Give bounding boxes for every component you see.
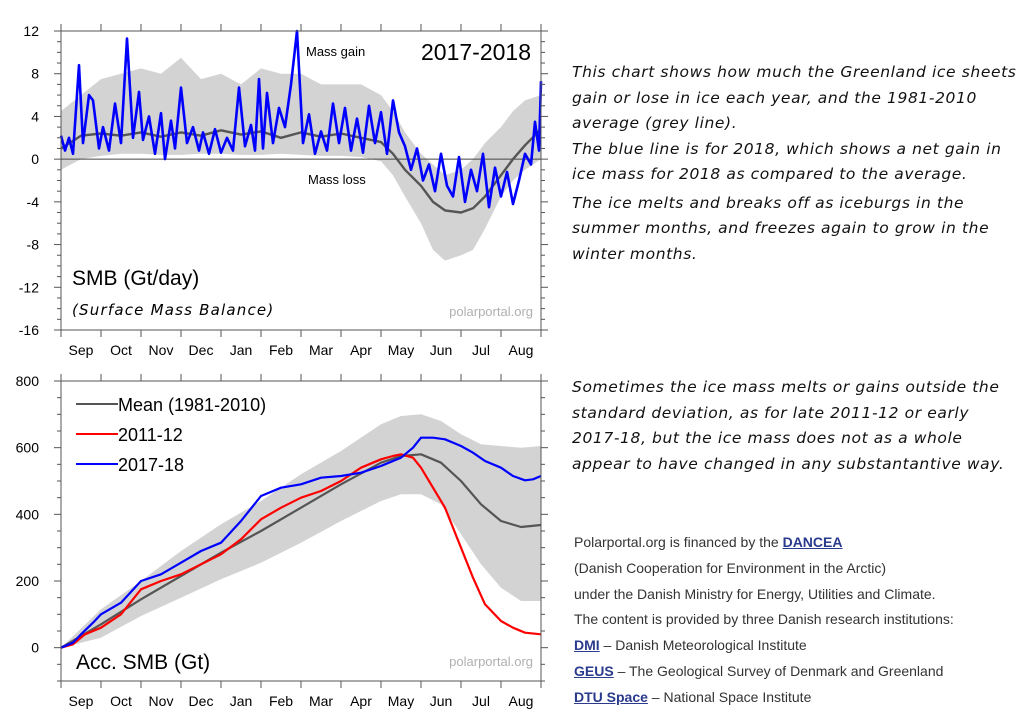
top-series-lines: [59, 29, 543, 214]
geus-link[interactable]: GEUS: [574, 662, 614, 679]
dtu-space-link[interactable]: DTU Space: [574, 688, 648, 705]
credits-line: The content is provided by three Danish …: [574, 611, 954, 628]
x-tick-label: Oct: [110, 342, 132, 358]
description-paragraph: The ice melts and breaks off as iceburgs…: [572, 193, 990, 263]
y-tick-label: 200: [16, 573, 40, 589]
institution-dmi: DMI – Danish Meteorological Institute: [574, 633, 1022, 659]
x-tick-label: Feb: [269, 693, 293, 709]
x-tick-label: Oct: [110, 693, 132, 709]
description-paragraph: The blue line is for 2018, which shows a…: [572, 139, 1002, 184]
chart-title: 2017-2018: [421, 39, 531, 65]
std-band-area: [61, 414, 541, 648]
y-tick-label: -8: [27, 237, 40, 253]
x-tick-label: Jul: [472, 693, 490, 709]
credits: Polarportal.org is financed by the DANCE…: [574, 530, 1022, 711]
x-tick-label: Jun: [430, 693, 453, 709]
x-tick-label: Jul: [472, 342, 490, 358]
axis-ticks: [54, 24, 548, 337]
description-paragraph: This chart shows how much the Greenland …: [572, 63, 1017, 132]
axis-ticks: [54, 374, 548, 688]
smb-daily-chart: 12 8 4 0 -4 -8 -12 -16 Sep Oct Nov Dec Jan Feb Mar Apr…: [19, 23, 548, 358]
legend-label-2017-18: 2017-18: [118, 455, 184, 475]
series-line-2017-18: [60, 436, 542, 649]
y-tick-label: 0: [31, 640, 39, 656]
x-tick-labels: Sep Oct Nov Dec Jan Feb Mar Apr May Jun Jul Aug: [69, 342, 534, 358]
x-tick-label: Aug: [509, 342, 534, 358]
y-tick-label: 0: [31, 151, 39, 167]
institution-geus: GEUS – The Geological Survey of Denmark …: [574, 659, 1022, 685]
y-axis-title: Acc. SMB (Gt): [76, 651, 210, 674]
x-tick-label: Jan: [230, 693, 253, 709]
bottom-description: Sometimes the ice mass melts or gains ou…: [572, 375, 1022, 477]
mass-gain-label: Mass gain: [306, 44, 365, 59]
y-tick-labels: 12 8 4 0 -4 -8 -12 -16: [19, 23, 39, 338]
y-tick-label: -4: [27, 194, 40, 210]
institution-text: – The Geological Survey of Denmark and G…: [613, 662, 944, 679]
y-axis-title: SMB (Gt/day): [72, 267, 199, 290]
y-tick-labels: 800 600 400 200 0: [16, 373, 40, 656]
x-tick-label: Dec: [189, 342, 214, 358]
credits-line: (Danish Cooperation for Environment in t…: [574, 559, 887, 576]
y-tick-label: 400: [16, 506, 40, 522]
x-tick-label: Jan: [230, 342, 253, 358]
dancea-link[interactable]: DANCEA: [782, 534, 843, 550]
x-tick-label: Mar: [309, 342, 333, 358]
credits-line: Polarportal.org is financed by the DANCE…: [574, 530, 1022, 556]
x-tick-label: Aug: [509, 693, 534, 709]
x-tick-label: Feb: [269, 342, 293, 358]
description-paragraph: Sometimes the ice mass melts or gains ou…: [572, 378, 1005, 473]
dmi-link[interactable]: DMI: [574, 637, 600, 654]
x-tick-label: May: [388, 693, 414, 709]
x-tick-label: Apr: [350, 342, 372, 358]
x-tick-label: Sep: [69, 693, 94, 709]
x-tick-label: Dec: [189, 693, 214, 709]
bottom-std-band: [61, 414, 541, 648]
x-tick-label: Mar: [309, 693, 333, 709]
x-tick-label: May: [388, 342, 414, 358]
y-tick-label: 800: [16, 373, 40, 389]
y-tick-label: 8: [31, 66, 39, 82]
x-tick-label: Apr: [350, 693, 372, 709]
y-tick-label: 12: [23, 23, 39, 39]
series-line-2011-12: [60, 453, 542, 649]
legend-label-2011-12: 2011-12: [118, 425, 183, 445]
institution-text: – Danish Meteorological Institute: [599, 637, 807, 654]
x-tick-labels: Sep Oct Nov Dec Jan Feb Mar Apr May Jun Jul Aug: [69, 693, 534, 709]
x-tick-label: Nov: [149, 342, 174, 358]
watermark: polarportal.org: [449, 654, 533, 669]
credits-line: under the Danish Ministry for Energy, Ut…: [574, 585, 936, 602]
bottom-series-lines: [60, 436, 542, 649]
series-line-mean-1981-2010-: [60, 453, 542, 649]
y-axis-subtitle: (Surface Mass Balance): [72, 301, 274, 319]
institution-dtu: DTU Space – National Space Institute: [574, 685, 1022, 711]
acc-smb-chart: 800 600 400 200 0 Sep Oct Nov Dec Jan Feb Mar Apr Ma…: [16, 373, 548, 709]
y-tick-label: 4: [31, 108, 39, 124]
watermark: polarportal.org: [449, 304, 533, 319]
series-line-2017-2018-daily-smb: [59, 29, 543, 209]
x-tick-label: Nov: [149, 693, 174, 709]
y-tick-label: -12: [19, 279, 39, 295]
institution-text: – National Space Institute: [647, 688, 812, 705]
top-std-band: [61, 57, 541, 261]
y-tick-label: -16: [19, 322, 39, 338]
std-band-area: [61, 57, 541, 261]
mass-loss-label: Mass loss: [308, 172, 366, 187]
x-tick-label: Sep: [69, 342, 94, 358]
y-tick-label: 600: [16, 440, 40, 456]
legend-label-mean: Mean (1981-2010): [118, 395, 266, 415]
credits-text: Polarportal.org is financed by the: [574, 534, 783, 550]
x-tick-label: Jun: [430, 342, 453, 358]
top-description: This chart shows how much the Greenland …: [572, 60, 1022, 267]
legend: Mean (1981-2010) 2011-12 2017-18: [76, 395, 266, 475]
